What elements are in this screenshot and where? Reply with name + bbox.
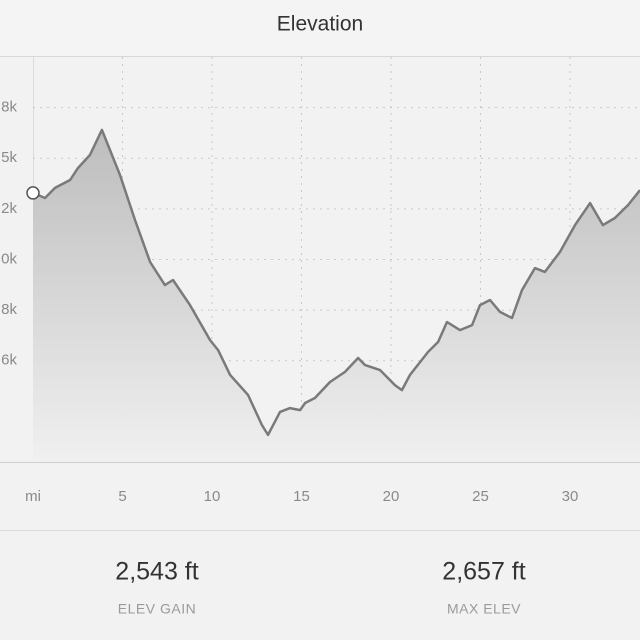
plot: mi 8k 5k 2k 0k 8k 6k 5 10 15 20 25 30	[0, 57, 640, 505]
stat-value: 2,657 ft	[442, 558, 525, 586]
y-tick-label: 6k	[1, 352, 17, 369]
x-tick-label: 25	[472, 488, 489, 505]
x-tick-label: 20	[383, 488, 400, 505]
y-tick-label: 8k	[1, 301, 17, 318]
y-tick-label: 2k	[1, 200, 17, 217]
header	[0, 0, 640, 56]
y-tick-label: 8k	[1, 99, 17, 116]
x-tick-label: 30	[562, 488, 579, 505]
elevation-line	[32, 128, 640, 437]
area-fill	[33, 129, 640, 462]
x-tick-label: 10	[204, 488, 221, 505]
y-tick-label: 0k	[1, 250, 17, 267]
title: Elevation	[277, 13, 363, 36]
position-marker	[26, 186, 40, 200]
y-tick-label: 5k	[1, 149, 17, 166]
x-tick-label: 15	[293, 488, 310, 505]
stat-label: ELEV GAIN	[118, 601, 196, 617]
x-tick-label: 5	[118, 488, 126, 505]
x-axis-label: mi	[25, 488, 41, 505]
stat-value: 2,543 ft	[115, 558, 198, 586]
stat-label: MAX ELEV	[447, 601, 521, 617]
